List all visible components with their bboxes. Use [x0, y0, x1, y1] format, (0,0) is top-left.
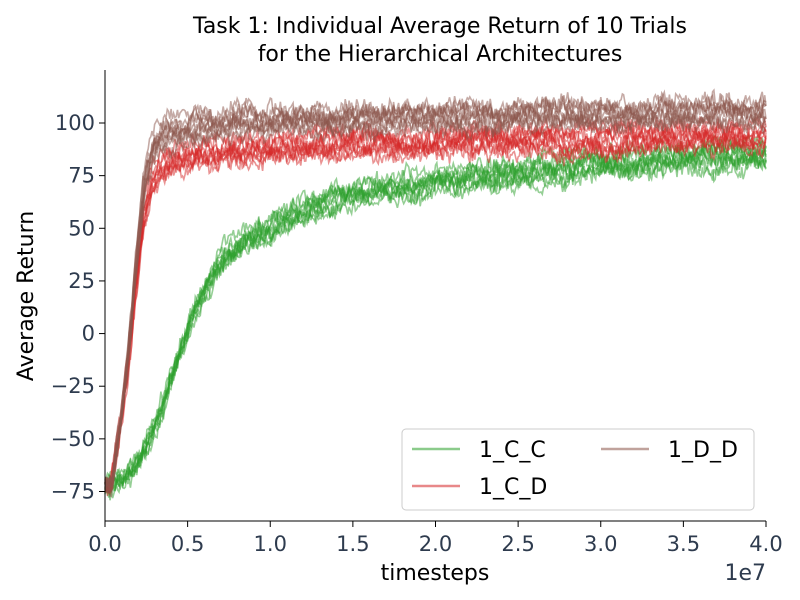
x-tick-label: 3.0: [584, 532, 617, 556]
x-tick-label: 4.0: [749, 532, 782, 556]
trial-line: [104, 125, 767, 495]
y-axis-label: Average Return: [14, 211, 39, 381]
y-tick-label: 0: [82, 322, 95, 346]
chart-title-line-1: Task 1: Individual Average Return of 10 …: [192, 14, 687, 39]
x-tick-label: 2.5: [501, 532, 534, 556]
x-tick-label: 1.5: [336, 532, 369, 556]
y-tick-label: 100: [55, 111, 95, 135]
legend: 1_C_C 1_C_D 1_D_D: [401, 428, 755, 511]
plot-area: [104, 88, 767, 501]
x-tick-label: 1.0: [254, 532, 287, 556]
y-axis: −75 −50 −25 0 25 50 75 100: [51, 111, 105, 504]
y-tick-label: −50: [51, 427, 95, 451]
x-offset-label: 1e7: [724, 561, 766, 586]
trial-line: [104, 102, 767, 490]
legend-frame: [401, 428, 755, 511]
y-tick-label: −75: [51, 480, 95, 504]
trial-line: [104, 117, 767, 494]
trial-line: [104, 93, 767, 487]
trial-line: [104, 142, 767, 491]
legend-label-1-c-d: 1_C_D: [479, 475, 547, 500]
x-tick-label: 2.0: [419, 532, 452, 556]
y-tick-label: −25: [51, 374, 95, 398]
x-axis: 0.0 0.5 1.0 1.5 2.0 2.5 3.0 3.5 4.0: [88, 521, 783, 556]
y-tick-label: 25: [68, 269, 95, 293]
x-tick-label: 3.5: [667, 532, 700, 556]
trial-line: [104, 90, 767, 489]
x-axis-label: timesteps: [381, 561, 490, 586]
legend-label-1-d-d: 1_D_D: [668, 438, 738, 463]
series-1-c-c: [104, 133, 767, 501]
y-tick-label: 75: [68, 164, 95, 188]
trial-line: [104, 130, 767, 493]
x-tick-label: 0.5: [171, 532, 204, 556]
legend-label-1-c-c: 1_C_C: [479, 438, 546, 463]
x-tick-label: 0.0: [88, 532, 121, 556]
y-tick-label: 50: [68, 216, 95, 240]
chart-title-line-2: for the Hierarchical Architectures: [258, 42, 623, 67]
series-1-d-d: [104, 88, 767, 498]
